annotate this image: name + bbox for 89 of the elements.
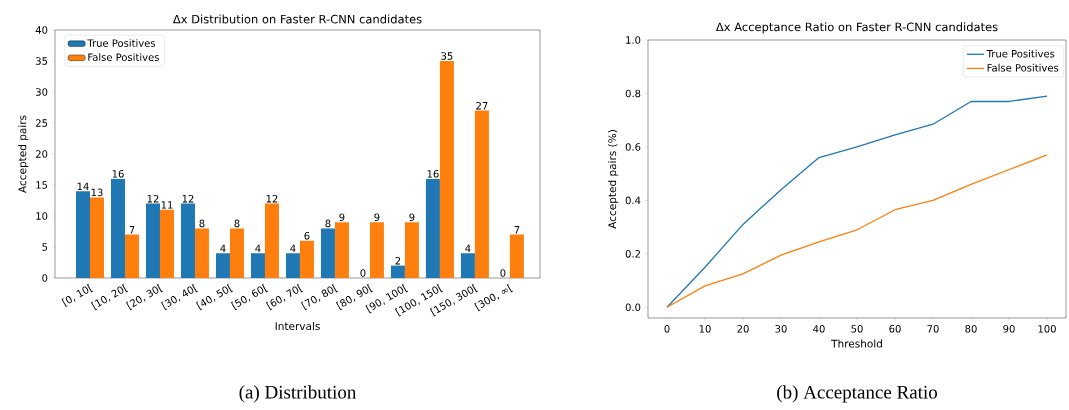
data-label: 0 (360, 269, 366, 277)
y-tick-label: 35 (36, 57, 48, 65)
y-tick-label: 0.0 (625, 303, 641, 312)
chart-title: Δx Acceptance Ratio on Faster R-CNN candidates (715, 22, 998, 34)
bar (509, 234, 524, 278)
x-axis-title: Intervals (275, 321, 320, 331)
y-tick-label: 0.6 (625, 143, 641, 151)
x-tick-label: 90 (1003, 325, 1015, 333)
bar (250, 253, 265, 278)
bar (299, 240, 314, 278)
x-tick-label: 50 (851, 325, 863, 333)
bar (180, 203, 195, 278)
data-label: 13 (91, 188, 103, 197)
bar (229, 228, 244, 278)
x-tick-label: 80 (965, 325, 977, 333)
bar (425, 178, 440, 278)
data-label: 0 (500, 269, 506, 277)
line-series (666, 95, 1048, 308)
y-tick-label: 40 (35, 26, 48, 34)
data-label: 12 (147, 194, 159, 203)
data-label: 8 (325, 219, 331, 228)
data-label: 8 (199, 219, 205, 228)
y-tick-label: 1.0 (626, 36, 641, 44)
data-label: 35 (441, 52, 453, 60)
data-label: 8 (234, 219, 240, 228)
y-tick-label: 0.2 (625, 250, 640, 258)
y-tick-label: 5 (42, 243, 48, 251)
data-label: 12 (182, 194, 194, 203)
data-label: 9 (339, 213, 345, 221)
data-label: 12 (266, 194, 278, 203)
legend-label: False Positives (987, 63, 1059, 72)
bar (145, 203, 160, 278)
legend-label: True Positives (87, 39, 156, 47)
bar (124, 234, 139, 278)
chart-title: Δx Distribution on Faster R-CNN candidates (172, 14, 422, 24)
data-label: 4 (290, 244, 296, 252)
x-tick-label: 70 (927, 325, 939, 333)
bar (215, 253, 230, 278)
x-tick-label: 30 (775, 325, 787, 333)
bar (404, 222, 419, 278)
bar (159, 209, 174, 278)
data-label: 27 (476, 101, 488, 110)
y-tick-label: 0 (42, 274, 48, 282)
data-label: 4 (255, 244, 261, 252)
x-tick-label: 40 (813, 325, 825, 333)
x-tick-label: 10 (699, 325, 711, 333)
data-label: 9 (374, 213, 380, 221)
x-tick-label: 60 (889, 325, 901, 333)
bar (439, 61, 454, 278)
data-label: 6 (304, 232, 310, 240)
data-label: 16 (112, 170, 124, 178)
y-axis-title: Accepted pairs (%) (608, 130, 619, 229)
data-label: 14 (77, 182, 89, 190)
legend-label: True Positives (986, 49, 1055, 58)
bar (75, 191, 90, 278)
y-tick-label: 25 (35, 119, 48, 127)
text: (a) Distribution (239, 385, 357, 403)
data-label: 4 (465, 244, 471, 252)
y-axis-title: Accepted pairs (18, 115, 29, 193)
data-label: 7 (514, 226, 520, 234)
bar (110, 178, 125, 278)
text: (b) Acceptance Ratio (777, 385, 938, 403)
bar (320, 228, 335, 278)
x-tick-label: 100 (1038, 325, 1056, 333)
bar (194, 228, 209, 278)
y-tick-label: 0.8 (625, 89, 641, 98)
bar (334, 222, 349, 278)
y-tick-label: 30 (36, 88, 48, 96)
bar (474, 110, 489, 278)
data-label: 2 (395, 256, 401, 265)
data-label: 7 (129, 226, 135, 234)
data-label: 4 (220, 244, 226, 252)
bar (285, 253, 300, 278)
legend-label: False Positives (88, 53, 159, 61)
y-tick-label: 15 (36, 181, 48, 189)
y-tick-label: 20 (35, 150, 48, 158)
y-tick-label: 0.4 (625, 196, 641, 205)
bar (264, 203, 279, 278)
data-label: 9 (409, 213, 415, 221)
bar (369, 222, 384, 278)
x-tick-label: 20 (737, 325, 749, 333)
x-tick-label: 0 (664, 325, 670, 333)
data-label: 11 (161, 201, 173, 209)
x-axis-title: Threshold (831, 339, 882, 348)
bar (89, 197, 104, 278)
y-tick-label: 10 (36, 212, 48, 220)
bar (460, 253, 475, 278)
data-label: 16 (427, 170, 439, 178)
bar (390, 265, 405, 278)
